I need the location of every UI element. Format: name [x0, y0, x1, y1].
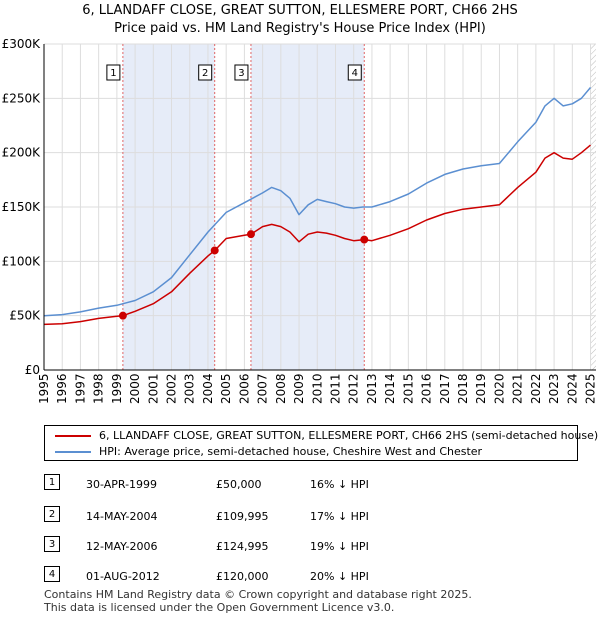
transaction-label-box	[234, 64, 249, 81]
transaction-number-badge: 3	[44, 536, 60, 552]
x-tick-label: 2018	[456, 373, 470, 404]
transaction-label-box	[198, 64, 213, 81]
x-tick-label: 1995	[37, 373, 51, 404]
x-tick-label: 2011	[328, 373, 342, 404]
chart-title-line2: Price paid vs. HM Land Registry's House …	[114, 21, 486, 36]
transaction-label-box	[347, 64, 362, 81]
footer-line1: Contains HM Land Registry data © Crown c…	[44, 588, 472, 601]
series-line-property	[43, 144, 591, 326]
x-tick-label: 2015	[401, 373, 415, 404]
legend-label-hpi: HPI: Average price, semi-detached house,…	[99, 445, 483, 458]
x-tick-label: 1997	[73, 373, 87, 404]
y-tick-label: £0	[25, 363, 40, 377]
legend-swatch-property	[55, 435, 91, 437]
transaction-number-badge: 1	[44, 474, 60, 490]
transaction-hpi-diff: 19% ↓ HPI	[310, 540, 369, 553]
transaction-date: 14-MAY-2004	[86, 510, 158, 523]
x-tick-label: 2002	[165, 373, 179, 404]
x-tick-label: 2021	[511, 373, 525, 404]
chart-title: 6, LLANDAFF CLOSE, GREAT SUTTON, ELLESME…	[0, 2, 600, 38]
x-tick-label: 2019	[474, 373, 488, 404]
legend-swatch-hpi	[55, 451, 91, 453]
y-tick-label: £50K	[9, 309, 41, 323]
legend-label-property: 6, LLANDAFF CLOSE, GREAT SUTTON, ELLESME…	[99, 429, 599, 442]
transaction-point	[210, 246, 219, 255]
x-tick-label: 2001	[146, 373, 160, 404]
x-tick-label: 2003	[183, 373, 197, 404]
chart-title-line1: 6, LLANDAFF CLOSE, GREAT SUTTON, ELLESME…	[82, 3, 518, 18]
y-tick-label: £300K	[2, 37, 42, 51]
transaction-hpi-diff: 16% ↓ HPI	[310, 478, 369, 491]
series-line-hpi	[43, 87, 592, 317]
legend-item-property: 6, LLANDAFF CLOSE, GREAT SUTTON, ELLESME…	[55, 428, 598, 444]
transaction-price: £124,995	[216, 540, 269, 553]
transaction-date: 12-MAY-2006	[86, 540, 158, 553]
x-tick-label: 1996	[55, 373, 69, 404]
x-tick-label: 1998	[92, 373, 106, 404]
x-tick-label: 2013	[365, 373, 379, 404]
transaction-price: £120,000	[216, 570, 269, 583]
y-tick-label: £200K	[2, 146, 42, 160]
x-tick-label: 2004	[201, 373, 215, 404]
x-tick-label: 2009	[292, 373, 306, 404]
transaction-number-badge: 4	[44, 566, 60, 582]
transaction-point	[360, 235, 369, 244]
transaction-point	[246, 230, 255, 239]
transaction-label: 1	[110, 68, 116, 79]
transaction-number-badge: 2	[44, 506, 60, 522]
y-tick-label: £100K	[2, 254, 42, 268]
x-tick-label: 2025	[584, 373, 598, 404]
x-tick-label: 2020	[492, 373, 506, 404]
footer-line2: This data is licensed under the Open Gov…	[44, 601, 395, 614]
legend: 6, LLANDAFF CLOSE, GREAT SUTTON, ELLESME…	[44, 425, 598, 461]
x-tick-label: 2010	[310, 373, 324, 404]
x-tick-label: 2006	[237, 373, 251, 404]
x-tick-label: 2024	[565, 373, 579, 404]
x-tick-label: 2000	[128, 373, 142, 404]
x-tick-label: 2008	[274, 373, 288, 404]
transaction-hpi-diff: 20% ↓ HPI	[310, 570, 369, 583]
transaction-price: £50,000	[216, 478, 262, 491]
price-chart: 1 2 3 4 £0 £50K £100K £150K £200K £250K £300K 1995 1…	[2, 37, 598, 404]
x-tick-label: 2017	[438, 373, 452, 404]
transaction-label: 3	[238, 68, 244, 79]
x-tick-label: 2014	[383, 373, 397, 404]
transaction-label-box	[106, 64, 121, 81]
x-tick-label: 2005	[219, 373, 233, 404]
transaction-hpi-diff: 17% ↓ HPI	[310, 510, 369, 523]
transaction-date: 01-AUG-2012	[86, 570, 160, 583]
transaction-date: 30-APR-1999	[86, 478, 158, 491]
y-tick-label: £250K	[2, 91, 42, 105]
transaction-point	[118, 311, 127, 320]
transaction-label: 4	[352, 68, 358, 79]
x-tick-label: 2007	[256, 373, 270, 404]
footer-attribution: Contains HM Land Registry data © Crown c…	[44, 588, 472, 614]
legend-item-hpi: HPI: Average price, semi-detached house,…	[55, 444, 482, 460]
y-tick-label: £150K	[2, 200, 42, 214]
transaction-label: 2	[202, 68, 208, 79]
x-tick-label: 2023	[547, 373, 561, 404]
x-tick-label: 2022	[529, 373, 543, 404]
x-tick-label: 1999	[110, 373, 124, 404]
transaction-price: £109,995	[216, 510, 269, 523]
x-tick-label: 2016	[420, 373, 434, 404]
x-tick-label: 2012	[347, 373, 361, 404]
